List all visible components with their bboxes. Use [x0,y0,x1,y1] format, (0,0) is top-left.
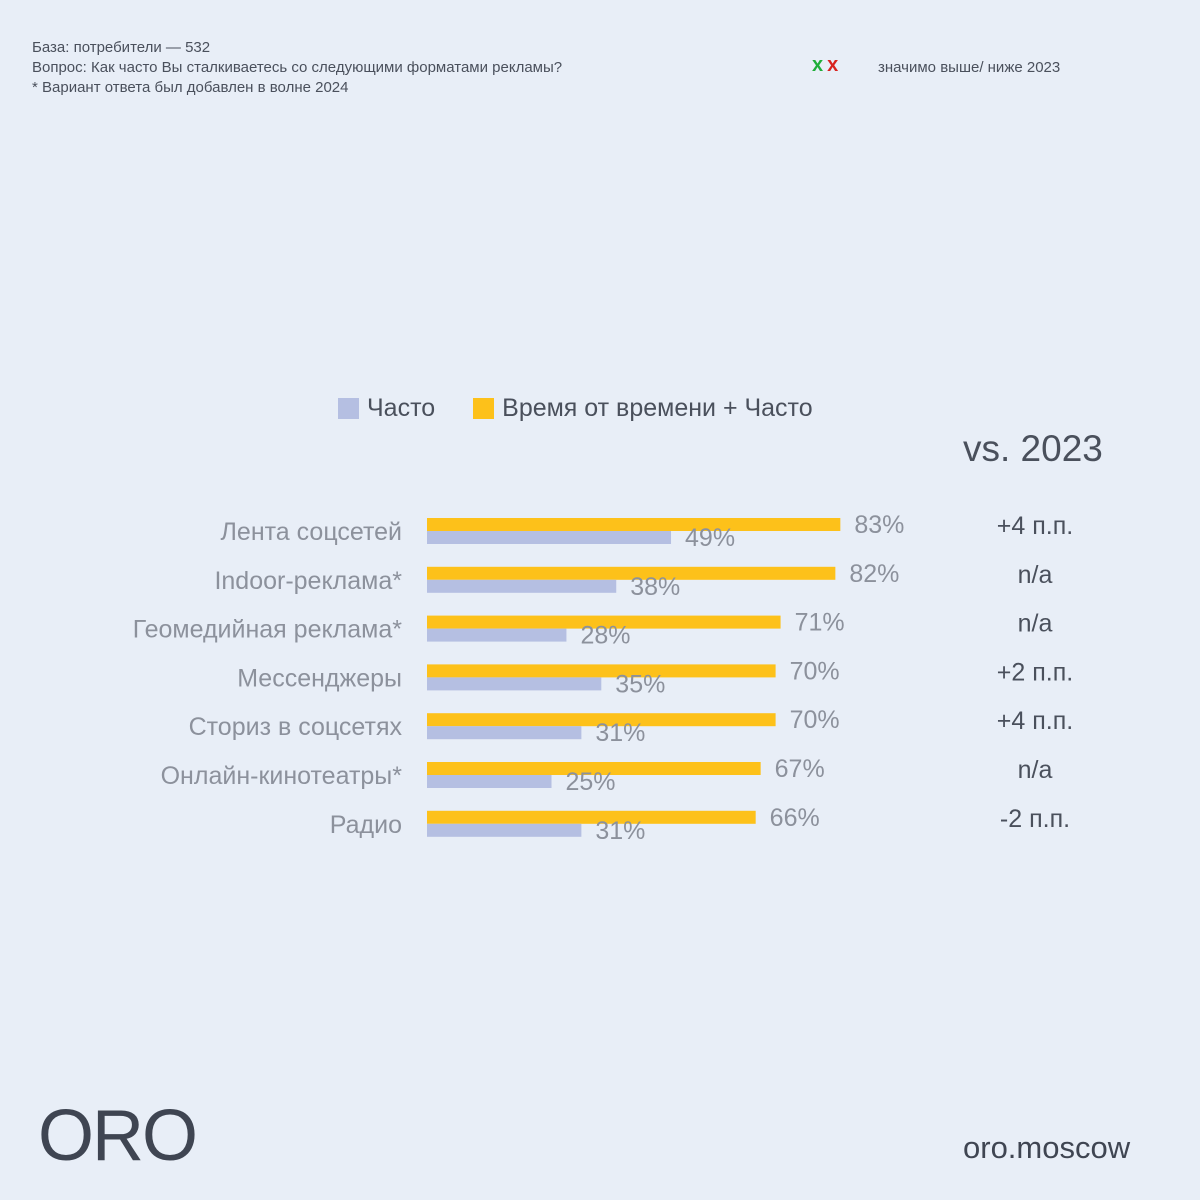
site-url: oro.moscow [963,1130,1131,1165]
bar-sometimes-often [427,518,841,531]
legend-label-sometimes-often: Время от времени + Часто [502,394,813,422]
significance-text: значимо выше/ ниже 2023 [878,59,1061,76]
category-label: Геомедийная реклама* [133,616,403,644]
category-label: Онлайн-кинотеатры* [161,762,403,790]
value-label-sometimes-often: 83% [854,511,904,539]
value-label-often: 35% [615,670,665,698]
category-label: Мессенджеры [237,664,402,692]
vs-2023-value: +4 п.п. [997,707,1073,735]
vs-2023-value: n/a [1018,610,1053,638]
value-label-sometimes-often: 70% [790,657,840,685]
bar-often [427,531,672,544]
value-label-often: 28% [580,622,630,650]
notes: База: потребители — 532 Вопрос: Как част… [32,38,562,98]
value-label-often: 38% [630,573,680,601]
chart-legend: Часто Время от времени + Часто [338,394,813,423]
question-note: Вопрос: Как часто Вы сталкиваетесь со сл… [32,59,563,76]
bar-often [427,775,552,788]
bar-sometimes-often [427,713,776,727]
bar-often [427,628,567,642]
bar-chart: Лента соцсетей 83% 49% +4 п.п. Indoor-реклам… [133,511,1073,845]
category-label: Радио [330,811,402,839]
legend-item-sometimes-often: Время от времени + Часто [473,394,813,423]
bar-often [427,726,582,740]
category-label: Лента соцсетей [221,518,402,546]
value-label-often: 31% [595,719,645,747]
value-label-often: 49% [685,524,735,552]
bar-sometimes-often [427,810,756,824]
bar-often [427,823,582,837]
legend-swatch-often [338,398,359,419]
vs-2023-value: n/a [1018,756,1053,784]
value-label-often: 31% [595,817,645,845]
legend-label-often: Часто [367,394,436,422]
vs-2023-value: +4 п.п. [997,512,1073,540]
value-label-sometimes-often: 66% [770,804,820,832]
bar-sometimes-often [427,615,781,629]
value-label-sometimes-often: 71% [795,609,845,637]
significance-down-mark: x [827,54,839,76]
footnote: * Вариант ответа был добавлен в волне 20… [32,79,349,96]
value-label-sometimes-often: 82% [849,560,899,588]
bar-sometimes-often [427,664,776,678]
value-label-often: 25% [566,768,616,796]
value-label-sometimes-often: 67% [775,755,825,783]
category-label: Indoor-реклама* [214,567,402,595]
bar-sometimes-often [427,762,761,775]
legend-swatch-sometimes-often [473,398,495,419]
bar-often [427,677,602,691]
vs-2023-value: n/a [1018,561,1053,589]
category-label: Сториз в соцсетях [189,713,403,741]
vs-2023-header: vs. 2023 [963,428,1103,469]
vs-2023-value: +2 п.п. [997,658,1073,686]
oro-logo: ORO [38,1100,198,1170]
bar-often [427,579,617,593]
logo-text: ORO [38,1100,196,1170]
vs-2023-value: -2 п.п. [1000,805,1070,833]
significance-up-mark: x [812,54,824,76]
bar-sometimes-often [427,566,836,580]
value-label-sometimes-often: 70% [790,706,840,734]
legend-item-often: Часто [338,394,435,423]
base-note: База: потребители — 532 [32,39,211,56]
